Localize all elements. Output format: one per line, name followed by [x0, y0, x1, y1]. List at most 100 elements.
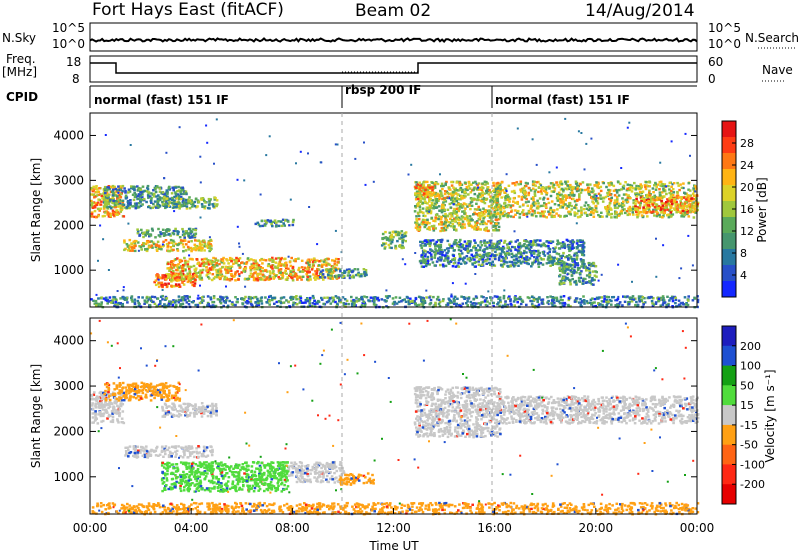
echo-cell [199, 246, 202, 248]
echo-cell [233, 275, 236, 277]
echo-cell [171, 187, 174, 189]
freq-unit-label: [MHz] [2, 65, 37, 79]
echo-cell [553, 257, 556, 259]
echo-cell [564, 203, 567, 205]
echo-cell [241, 302, 244, 304]
echo-cell [301, 266, 304, 268]
echo-cell [528, 244, 531, 246]
echo-cell [650, 211, 653, 213]
echo-cell [392, 231, 395, 233]
echo-cell [138, 202, 141, 204]
echo-cell [250, 272, 253, 274]
echo-cell [566, 263, 569, 265]
echo-cell [273, 273, 276, 275]
echo-cell [162, 191, 165, 193]
echo-cell [253, 272, 256, 274]
echo-cell [588, 190, 591, 192]
echo-cell [561, 198, 564, 200]
echo-cell [438, 210, 441, 212]
echo-cell [575, 181, 578, 183]
echo-cell [103, 215, 106, 217]
echo-cell [466, 250, 469, 252]
echo-cell [525, 257, 528, 259]
echo-cell [492, 182, 495, 184]
echo-cell [390, 236, 393, 238]
echo-cell [223, 278, 226, 280]
echo-cell [455, 303, 458, 305]
echo-cell [106, 206, 109, 208]
echo-cell [121, 203, 124, 205]
echo-cell [274, 266, 277, 268]
echo-cell [565, 207, 568, 209]
echo-cell [538, 187, 541, 189]
echo-cell [166, 189, 169, 191]
echo-cell [459, 206, 462, 208]
echo-cell [450, 181, 453, 183]
echo-cell [693, 216, 696, 218]
echo-cell [655, 189, 658, 191]
echo-cell [460, 263, 463, 265]
echo-cell [237, 278, 240, 280]
echo-cell [631, 190, 634, 192]
echo-cell [497, 182, 500, 184]
echo-cell [185, 243, 188, 245]
echo-cell [268, 303, 271, 305]
echo-cell [499, 188, 502, 190]
echo-cell [177, 233, 180, 235]
echo-cell [415, 218, 418, 220]
echo-cell [167, 273, 170, 275]
echo-cell [635, 198, 638, 200]
echo-cell [363, 271, 366, 273]
echo-cell [592, 270, 595, 272]
echo-cell [588, 276, 591, 278]
echo-cell [345, 303, 348, 305]
echo-cell [228, 300, 231, 302]
echo-cell [610, 182, 613, 184]
echo-cell [151, 229, 154, 231]
echo-cell [272, 276, 275, 278]
echo-cell [172, 189, 175, 191]
echo-cell [162, 241, 165, 243]
echo-cell [521, 196, 524, 198]
echo-cell [520, 256, 523, 258]
echo-cell [479, 254, 482, 256]
echo-cell [390, 247, 393, 249]
nsky-left-tick-top: 10^5 [52, 21, 85, 35]
echo-cell [103, 207, 106, 209]
echo-cell [514, 246, 517, 248]
echo-cell [659, 194, 662, 196]
echo-cell [579, 281, 582, 283]
echo-cell [638, 207, 641, 209]
echo-cell [116, 195, 119, 197]
echo-cell [432, 227, 435, 229]
echo-cell [599, 194, 602, 196]
echo-cell [150, 197, 153, 199]
echo-cell [174, 228, 177, 230]
echo-cell [689, 208, 692, 210]
echo-cell [478, 264, 481, 266]
echo-cell [182, 193, 185, 195]
echo-cell [527, 263, 530, 265]
echo-cell [422, 261, 425, 263]
echo-cell [434, 195, 437, 197]
echo-cell [259, 259, 262, 261]
echo-cell [134, 250, 137, 252]
echo-cell [644, 186, 647, 188]
echo-cell [559, 206, 562, 208]
echo-cell [176, 265, 179, 267]
echo-cell [479, 209, 482, 211]
echo-cell [124, 190, 127, 192]
echo-cell [323, 297, 326, 299]
echo-cell [694, 185, 697, 187]
echo-cell [499, 217, 502, 219]
freq-label: Freq. [6, 52, 36, 66]
echo-cell [453, 211, 456, 213]
echo-cell [253, 279, 256, 281]
echo-cell [435, 200, 438, 202]
echo-cell [429, 245, 432, 247]
echo-cell [492, 190, 495, 192]
echo-cell [445, 265, 448, 267]
echo-cell [132, 250, 135, 252]
echo-cell [183, 246, 186, 248]
echo-cell [130, 242, 133, 244]
